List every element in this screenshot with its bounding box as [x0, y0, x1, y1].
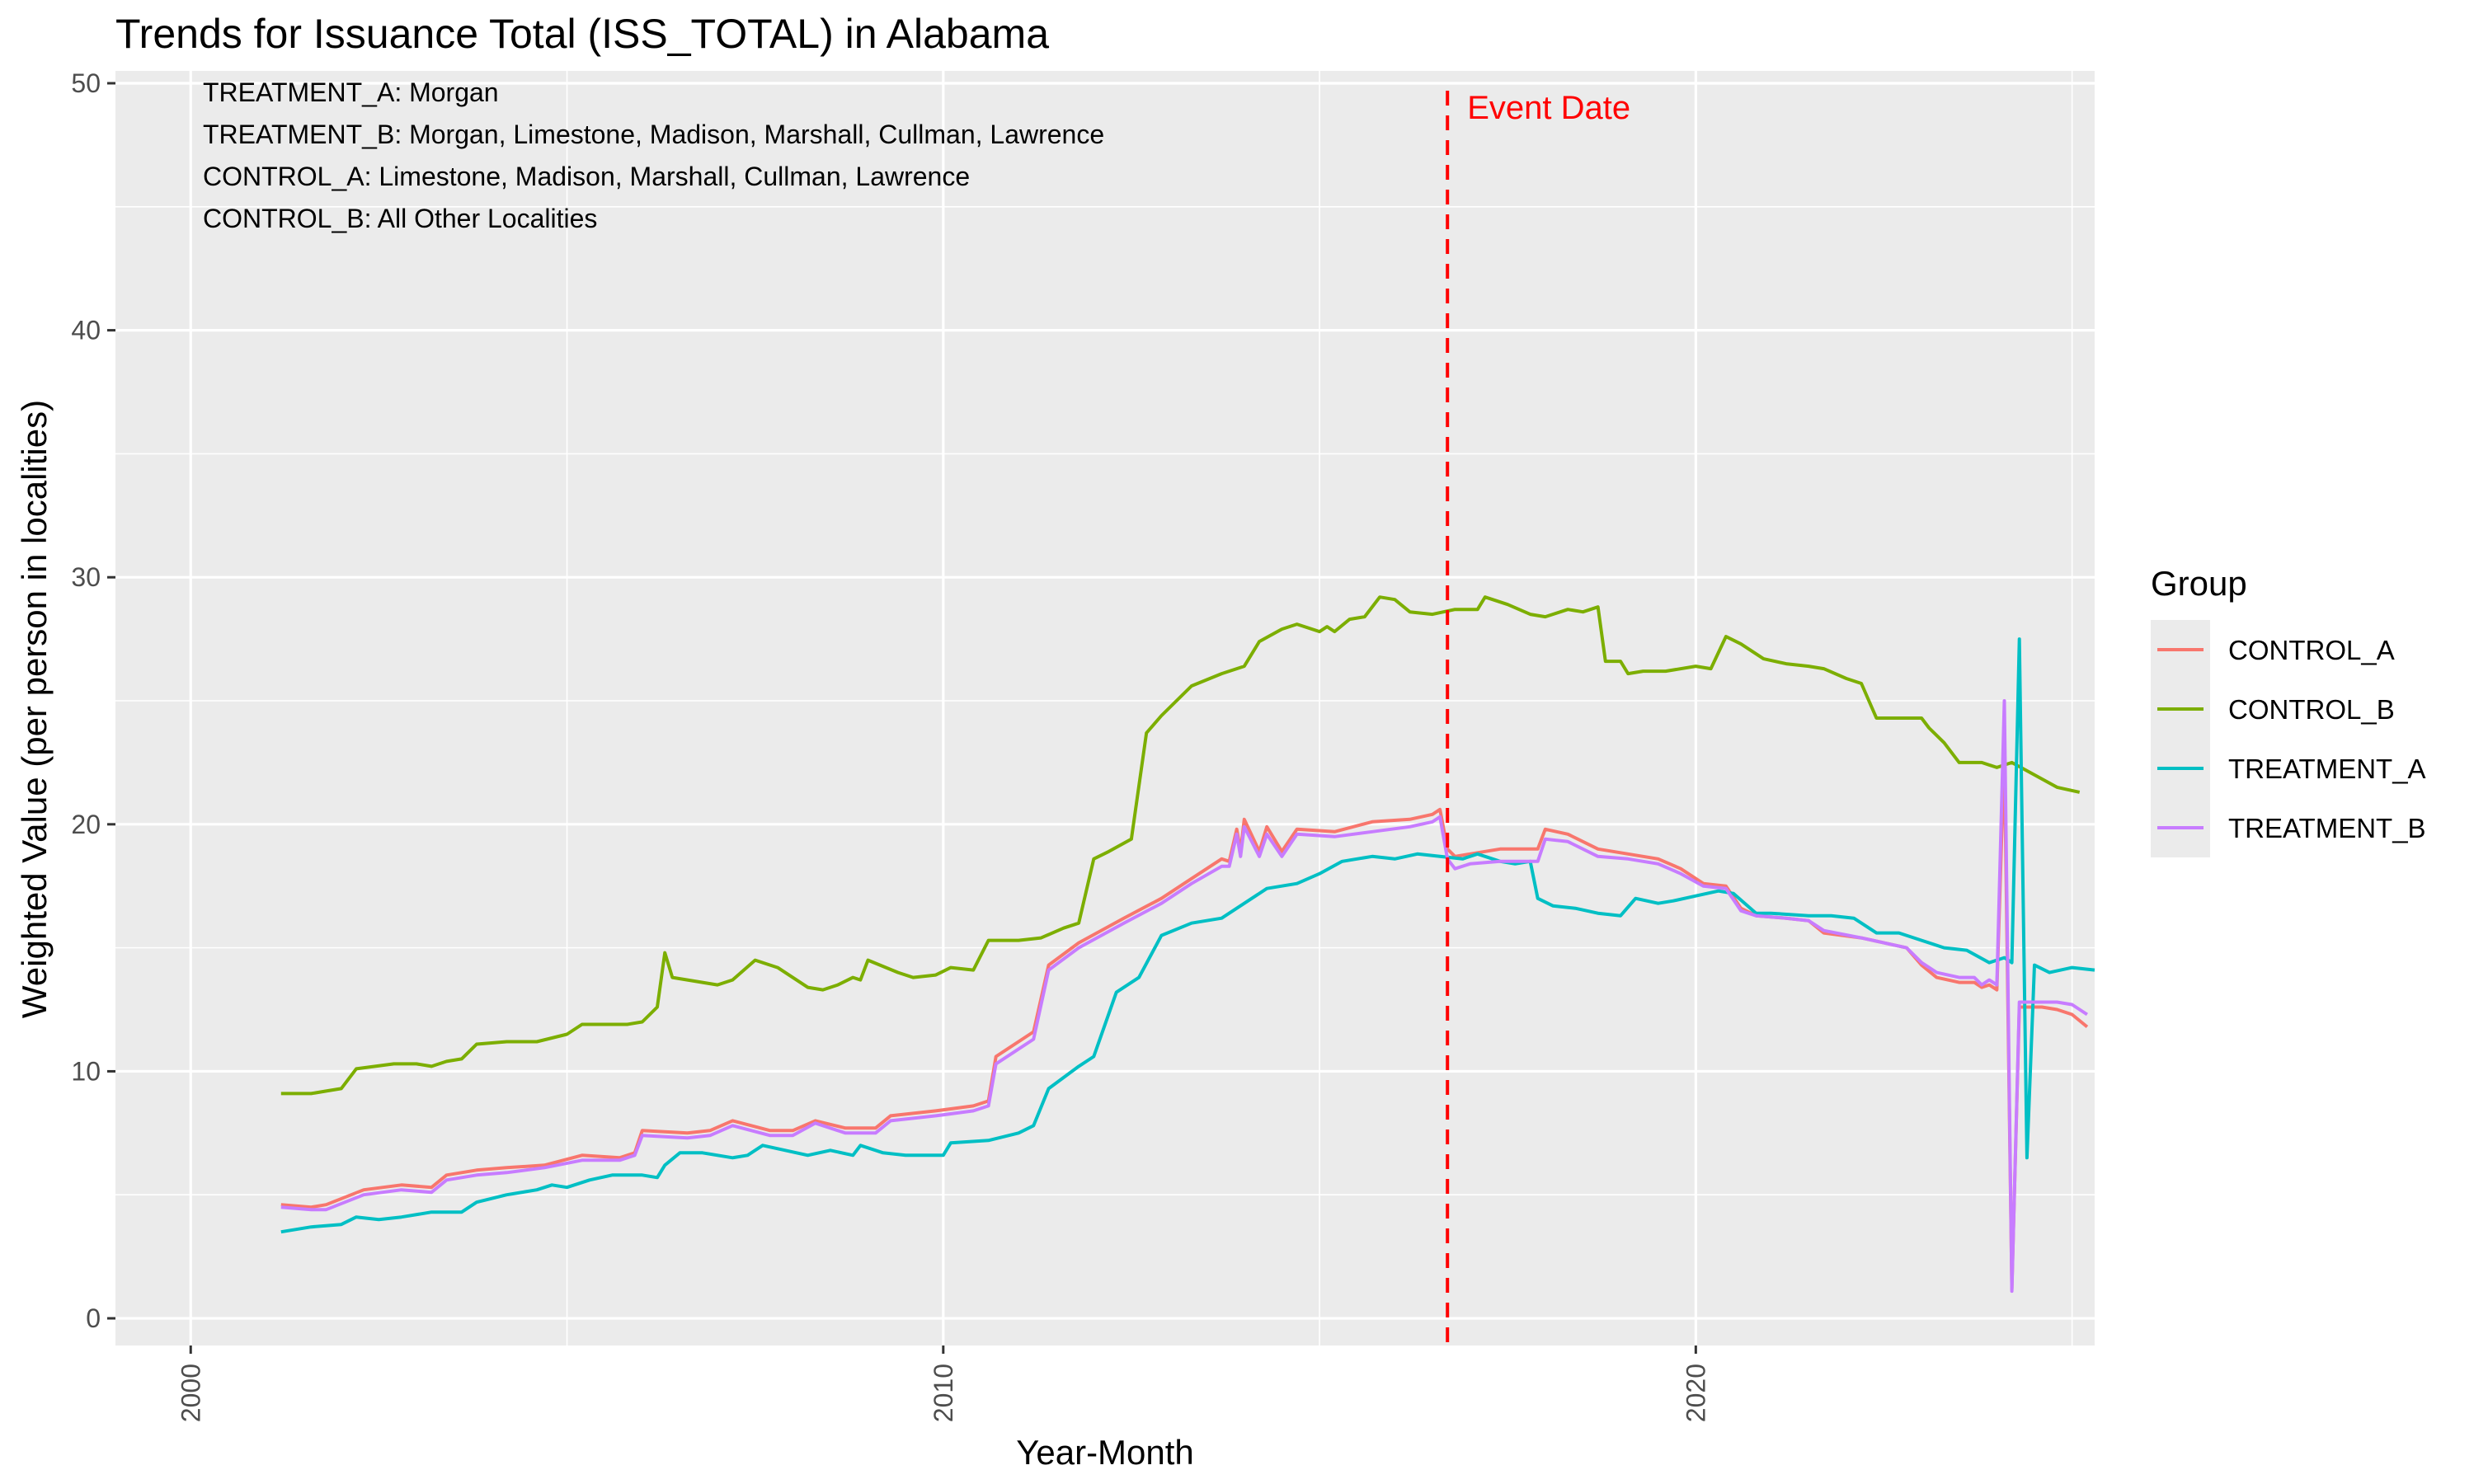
y-tick-label: 50 — [71, 68, 101, 98]
legend-title: Group — [2151, 564, 2247, 603]
annotation-treatment-a: TREATMENT_A: Morgan — [203, 77, 499, 107]
x-axis-label: Year-Month — [1016, 1433, 1194, 1472]
y-tick-label: 0 — [86, 1303, 101, 1333]
x-tick-label: 2000 — [176, 1364, 205, 1422]
x-tick-label: 2020 — [1681, 1364, 1710, 1422]
grid-major — [115, 71, 2095, 1345]
y-axis-label: Weighted Value (per person in localities… — [15, 400, 54, 1018]
chart-title: Trends for Issuance Total (ISS_TOTAL) in… — [115, 11, 1049, 57]
legend-label: TREATMENT_B — [2228, 813, 2426, 843]
annotation-control-b: CONTROL_B: All Other Localities — [203, 204, 597, 233]
legend-label: CONTROL_B — [2228, 694, 2395, 725]
y-axis: 0 10 20 30 40 50 — [71, 68, 115, 1333]
y-tick-label: 10 — [71, 1056, 101, 1086]
legend-keys: CONTROL_A CONTROL_B TREATMENT_A TREATMENT_B — [2151, 620, 2426, 857]
series-line-treatment-b — [280, 699, 2088, 1294]
grid-minor — [115, 71, 2095, 1345]
annotation-treatment-b: TREATMENT_B: Morgan, Limestone, Madison,… — [203, 120, 1104, 149]
y-tick-label: 20 — [71, 810, 101, 839]
series-line-control-b — [280, 595, 2081, 1096]
series-line-treatment-a — [280, 637, 2095, 1234]
legend: Group CONTROL_A CONTROL_B TREATMENT_A TREAT… — [2151, 564, 2426, 857]
legend-label: CONTROL_A — [2228, 635, 2395, 665]
annotations: TREATMENT_A: Morgan TREATMENT_B: Morgan,… — [203, 77, 1104, 233]
plot-panel — [115, 71, 2095, 1345]
event-date-label: Event Date — [1467, 90, 1630, 126]
x-axis: 2000 2010 2020 — [176, 1345, 1710, 1422]
annotation-control-a: CONTROL_A: Limestone, Madison, Marshall,… — [203, 162, 970, 191]
y-tick-label: 30 — [71, 562, 101, 592]
legend-label: TREATMENT_A — [2228, 754, 2426, 784]
y-tick-label: 40 — [71, 316, 101, 345]
series-lines — [280, 595, 2095, 1294]
x-tick-label: 2010 — [929, 1364, 958, 1422]
